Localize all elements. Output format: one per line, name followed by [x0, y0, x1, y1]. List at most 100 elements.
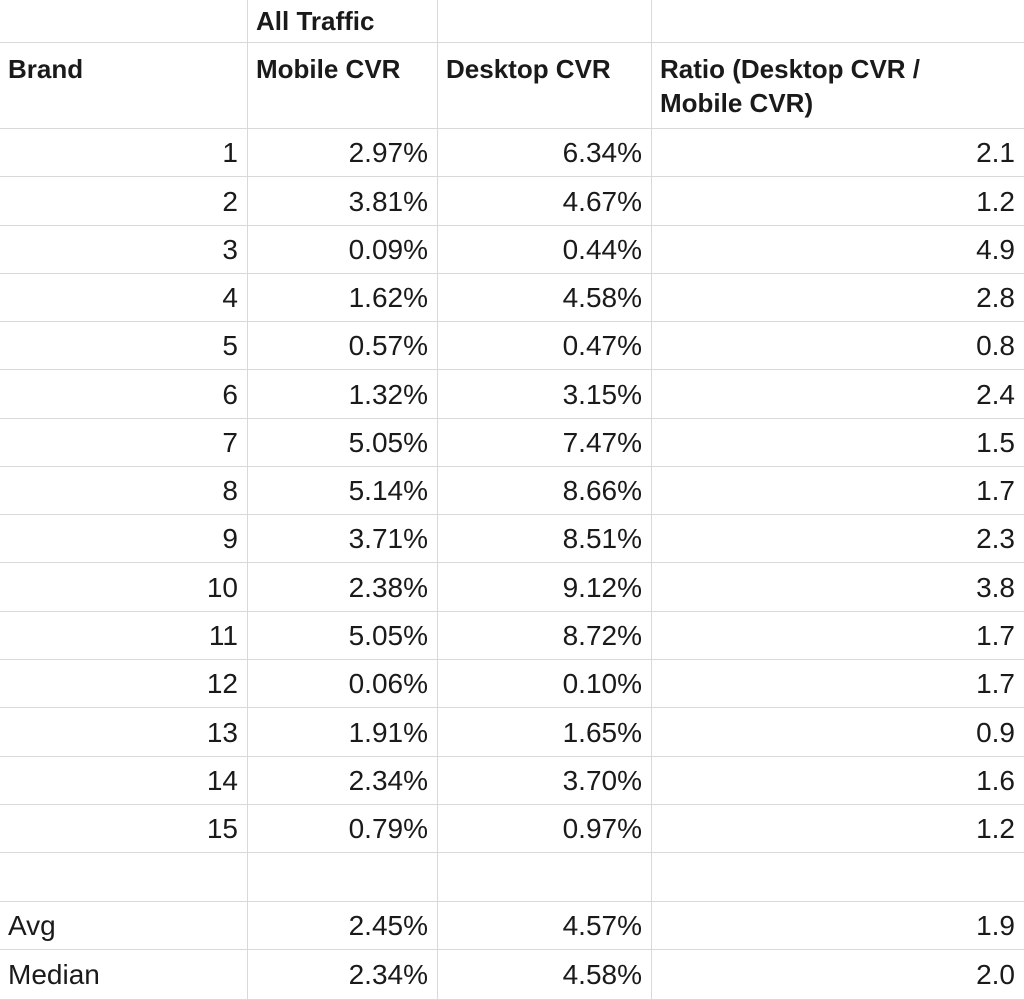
cell-empty[interactable] — [0, 0, 248, 43]
cell-brand[interactable]: 5 — [0, 322, 248, 370]
mobile-cvr-value: 5.05% — [348, 620, 428, 651]
cell-mobile-cvr[interactable]: 5.05% — [248, 612, 438, 660]
cell-mobile-cvr[interactable]: 3.71% — [248, 515, 438, 563]
cell-empty[interactable] — [652, 853, 1024, 902]
ratio-value: 1.9 — [976, 910, 1015, 941]
cell-desktop-cvr[interactable]: 9.12% — [438, 563, 652, 612]
ratio-value: 1.6 — [976, 765, 1015, 796]
cell-ratio[interactable]: 1.2 — [652, 805, 1024, 853]
cell-header-ratio[interactable]: Ratio (Desktop CVR / Mobile CVR) — [652, 43, 1024, 129]
cell-desktop-cvr[interactable]: 0.44% — [438, 226, 652, 274]
cell-desktop-cvr[interactable]: 0.10% — [438, 660, 652, 708]
cell-mobile-cvr[interactable]: 0.79% — [248, 805, 438, 853]
ratio-value: 2.1 — [976, 137, 1015, 168]
cell-desktop-cvr[interactable]: 8.72% — [438, 612, 652, 660]
cell-ratio[interactable]: 2.8 — [652, 274, 1024, 322]
cell-mobile-cvr[interactable]: 3.81% — [248, 177, 438, 226]
cell-desktop-cvr[interactable]: 4.58% — [438, 274, 652, 322]
cell-empty[interactable] — [438, 853, 652, 902]
cell-ratio[interactable]: 1.6 — [652, 757, 1024, 805]
cell-mobile-cvr[interactable]: 2.97% — [248, 129, 438, 177]
cell-ratio[interactable]: 2.1 — [652, 129, 1024, 177]
cell-ratio[interactable]: 0.8 — [652, 322, 1024, 370]
cell-brand[interactable]: 11 — [0, 612, 248, 660]
cell-mobile-cvr[interactable]: 1.32% — [248, 370, 438, 419]
ratio-value: 2.0 — [976, 959, 1015, 990]
cell-desktop-cvr[interactable]: 6.34% — [438, 129, 652, 177]
table-row: 10 2.38% 9.12% 3.8 — [0, 563, 1024, 612]
desktop-cvr-value: 3.15% — [562, 379, 642, 410]
cell-desktop-cvr[interactable]: 7.47% — [438, 419, 652, 467]
cell-desktop-cvr[interactable]: 8.66% — [438, 467, 652, 515]
cell-brand[interactable]: 1 — [0, 129, 248, 177]
cell-mobile-cvr[interactable]: 1.91% — [248, 708, 438, 757]
cell-mobile-cvr[interactable]: 2.34% — [248, 950, 438, 1000]
header-row-columns: Brand Mobile CVR Desktop CVR Ratio (Desk… — [0, 43, 1024, 129]
cell-brand[interactable]: 13 — [0, 708, 248, 757]
cell-ratio[interactable]: 1.5 — [652, 419, 1024, 467]
desktop-cvr-value: 3.70% — [562, 765, 642, 796]
cell-mobile-cvr[interactable]: 0.57% — [248, 322, 438, 370]
cell-mobile-cvr[interactable]: 5.05% — [248, 419, 438, 467]
cell-mobile-cvr[interactable]: 2.34% — [248, 757, 438, 805]
mobile-cvr-value: 2.45% — [348, 910, 428, 941]
cell-mobile-cvr[interactable]: 2.45% — [248, 902, 438, 950]
cell-ratio[interactable]: 3.8 — [652, 563, 1024, 612]
cell-empty[interactable] — [0, 853, 248, 902]
cell-brand[interactable]: 3 — [0, 226, 248, 274]
cell-header-desktop[interactable]: Desktop CVR — [438, 43, 652, 129]
cell-desktop-cvr[interactable]: 4.57% — [438, 902, 652, 950]
cell-ratio[interactable]: 2.0 — [652, 950, 1024, 1000]
ratio-value: 2.3 — [976, 523, 1015, 554]
cell-mobile-cvr[interactable]: 0.09% — [248, 226, 438, 274]
cell-desktop-cvr[interactable]: 1.65% — [438, 708, 652, 757]
brand-number: 7 — [222, 427, 238, 458]
cell-empty[interactable] — [438, 0, 652, 43]
cell-desktop-cvr[interactable]: 0.47% — [438, 322, 652, 370]
cell-desktop-cvr[interactable]: 3.15% — [438, 370, 652, 419]
cell-mobile-cvr[interactable]: 5.14% — [248, 467, 438, 515]
cell-ratio[interactable]: 0.9 — [652, 708, 1024, 757]
cell-ratio[interactable]: 1.7 — [652, 467, 1024, 515]
cell-ratio[interactable]: 2.4 — [652, 370, 1024, 419]
cell-brand[interactable]: 15 — [0, 805, 248, 853]
cell-desktop-cvr[interactable]: 0.97% — [438, 805, 652, 853]
desktop-cvr-value: 9.12% — [562, 572, 642, 603]
cell-header-mobile[interactable]: Mobile CVR — [248, 43, 438, 129]
ratio-value: 1.2 — [976, 813, 1015, 844]
cell-desktop-cvr[interactable]: 8.51% — [438, 515, 652, 563]
cell-brand[interactable]: 7 — [0, 419, 248, 467]
cell-mobile-cvr[interactable]: 2.38% — [248, 563, 438, 612]
cell-group-label[interactable]: All Traffic — [248, 0, 438, 43]
cell-ratio[interactable]: 4.9 — [652, 226, 1024, 274]
cell-desktop-cvr[interactable]: 3.70% — [438, 757, 652, 805]
cell-brand[interactable]: 9 — [0, 515, 248, 563]
brand-number: 9 — [222, 523, 238, 554]
cell-brand[interactable]: 14 — [0, 757, 248, 805]
table-row: 6 1.32% 3.15% 2.4 — [0, 370, 1024, 419]
mobile-cvr-value: 2.34% — [348, 959, 428, 990]
cell-summary-label[interactable]: Avg — [0, 902, 248, 950]
cell-brand[interactable]: 4 — [0, 274, 248, 322]
mobile-cvr-value: 5.14% — [348, 475, 428, 506]
mobile-cvr-value: 3.81% — [348, 186, 428, 217]
cell-ratio[interactable]: 1.9 — [652, 902, 1024, 950]
cell-ratio[interactable]: 2.3 — [652, 515, 1024, 563]
cell-ratio[interactable]: 1.7 — [652, 612, 1024, 660]
cell-summary-label[interactable]: Median — [0, 950, 248, 1000]
cell-mobile-cvr[interactable]: 0.06% — [248, 660, 438, 708]
cell-mobile-cvr[interactable]: 1.62% — [248, 274, 438, 322]
cell-desktop-cvr[interactable]: 4.58% — [438, 950, 652, 1000]
cell-brand[interactable]: 8 — [0, 467, 248, 515]
cell-header-brand[interactable]: Brand — [0, 43, 248, 129]
cell-brand[interactable]: 6 — [0, 370, 248, 419]
cell-ratio[interactable]: 1.7 — [652, 660, 1024, 708]
cell-ratio[interactable]: 1.2 — [652, 177, 1024, 226]
cell-empty[interactable] — [652, 0, 1024, 43]
cell-desktop-cvr[interactable]: 4.67% — [438, 177, 652, 226]
cell-empty[interactable] — [248, 853, 438, 902]
table-row: 8 5.14% 8.66% 1.7 — [0, 467, 1024, 515]
cell-brand[interactable]: 2 — [0, 177, 248, 226]
cell-brand[interactable]: 10 — [0, 563, 248, 612]
cell-brand[interactable]: 12 — [0, 660, 248, 708]
